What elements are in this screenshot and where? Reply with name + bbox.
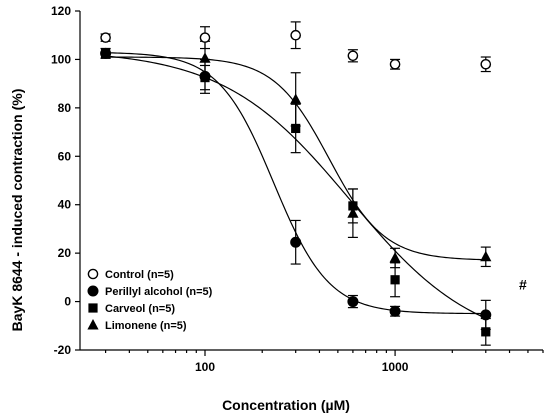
legend-label: Carveol (n=5) — [105, 303, 175, 315]
data-point — [347, 207, 359, 218]
legend-label: Limonene (n=5) — [105, 320, 187, 332]
legend-marker — [87, 319, 99, 330]
data-point — [199, 32, 211, 43]
data-point — [101, 48, 111, 58]
data-point — [290, 29, 301, 41]
legend-marker — [87, 268, 99, 280]
legend-label: Perillyl alcohol (n=5) — [105, 286, 213, 298]
data-point — [481, 327, 491, 337]
y-tick-label: 0 — [64, 295, 71, 309]
x-axis-label-mu: µ — [326, 397, 334, 413]
data-point — [389, 58, 401, 70]
significance-annotation: # — [519, 276, 527, 292]
y-tick-label: 60 — [58, 149, 72, 163]
data-point — [348, 201, 358, 211]
x-tick-label: 1000 — [382, 360, 409, 374]
y-tick-label: 100 — [51, 52, 71, 66]
axes: -20 0 20 40 60 80 100 120 100 1000 — [51, 4, 544, 374]
data-markers — [100, 29, 492, 337]
data-point — [480, 58, 492, 70]
data-point — [390, 275, 400, 285]
x-tick-label: 100 — [195, 360, 215, 374]
x-axis-label-suffix: M) — [334, 397, 350, 413]
data-point — [389, 251, 401, 263]
y-axis-label: BayK 8644 - induced contraction (%) — [9, 89, 25, 332]
y-tick-label: 80 — [58, 101, 72, 115]
x-axis-label: Concentration (µM) — [222, 397, 350, 413]
y-tick-label: 40 — [58, 198, 72, 212]
data-point — [480, 250, 492, 262]
data-point — [291, 123, 301, 134]
legend-marker — [87, 285, 99, 297]
legend-marker — [88, 303, 98, 313]
data-point — [100, 32, 111, 43]
y-tick-label: -20 — [54, 343, 72, 357]
data-point — [290, 93, 302, 104]
x-axis-label-prefix: Concentration ( — [222, 397, 326, 413]
legend: Control (n=5) Perillyl alcohol (n=5) Carve… — [87, 268, 213, 332]
data-point — [199, 52, 211, 63]
legend-label: Control (n=5) — [105, 269, 174, 281]
data-point — [347, 296, 359, 308]
data-point — [347, 50, 359, 62]
data-point — [200, 72, 210, 83]
data-point — [389, 305, 401, 317]
data-point — [480, 309, 492, 321]
y-tick-label: 120 — [51, 4, 71, 18]
y-tick-label: 20 — [58, 246, 72, 260]
data-point — [290, 236, 302, 248]
